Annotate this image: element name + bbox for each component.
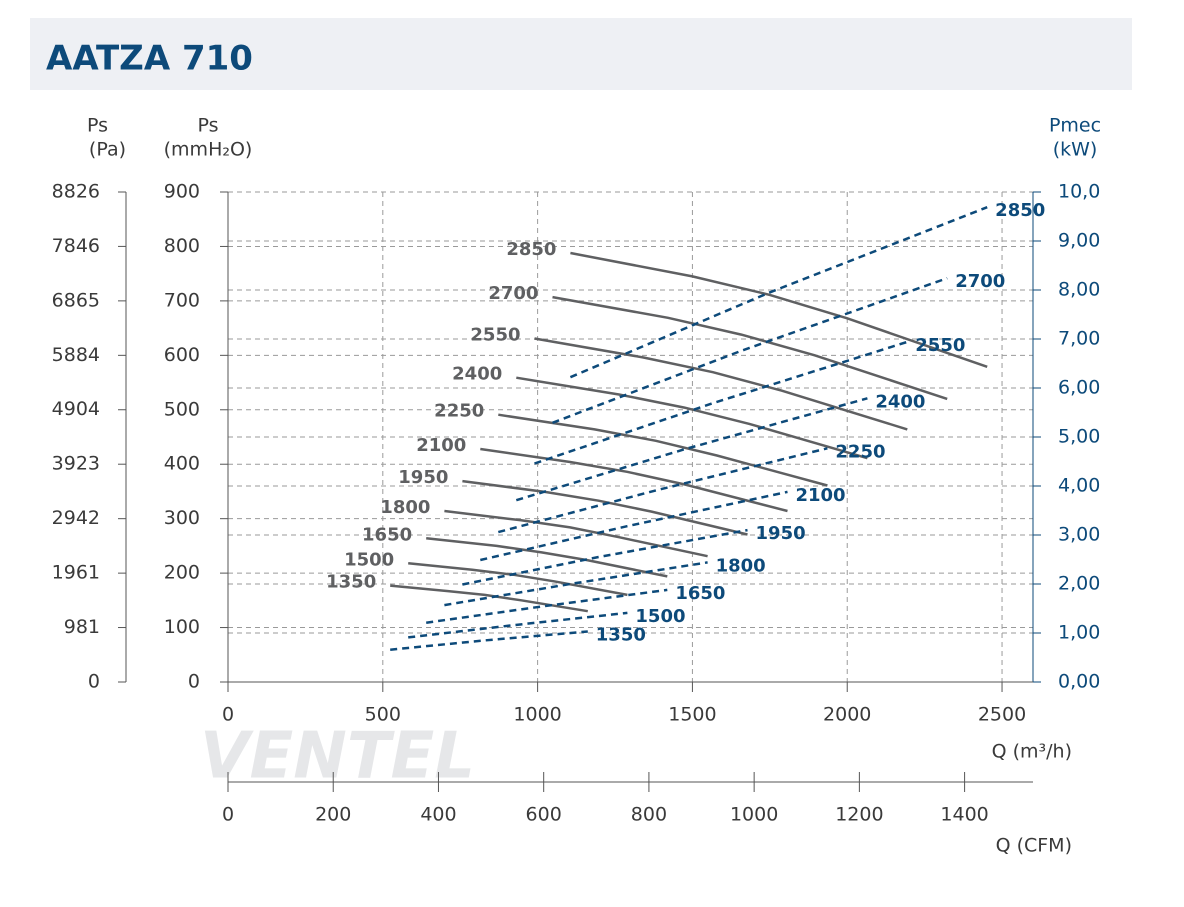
y2-tick-label: 1,00: [1058, 622, 1100, 644]
curve-label: 2700: [488, 283, 538, 304]
y2-tick-label: 8,00: [1058, 279, 1100, 301]
pa-tick-label: 6865: [52, 289, 100, 311]
cfm-tick-label: 1000: [730, 804, 778, 826]
y2-label: (kW): [1053, 139, 1098, 161]
curve-label: 1350: [326, 572, 376, 593]
power-curve: [515, 397, 868, 502]
power-curve: [408, 611, 628, 639]
power-curve: [444, 561, 708, 607]
pressure-curve: [390, 584, 589, 613]
power-curve: [426, 588, 668, 624]
title-bar: [30, 18, 1132, 90]
cfm-tick-label: 0: [222, 804, 234, 826]
x-tick-label: 2000: [823, 704, 871, 726]
pressure-curve: [426, 537, 668, 578]
cfm-tick-label: 1200: [835, 804, 883, 826]
pressure-curve: [552, 295, 948, 401]
y-label: Ps: [197, 115, 218, 137]
pa-tick-label: 2942: [52, 507, 100, 529]
cfm-tick-label: 800: [631, 804, 667, 826]
y-tick-label: 100: [164, 616, 200, 638]
y2-tick-label: 5,00: [1058, 426, 1100, 448]
y2-tick-label: 3,00: [1058, 524, 1100, 546]
power-curve: [534, 340, 908, 465]
pa-tick-label: 3923: [52, 453, 100, 475]
pa-tick-label: 7846: [52, 235, 100, 257]
curve-label: 2700: [955, 271, 1005, 292]
pressure-curve: [516, 376, 868, 460]
curve-label: 1950: [398, 467, 448, 488]
y-tick-label: 200: [164, 562, 200, 584]
y-tick-label: 800: [164, 235, 200, 257]
power-curve: [480, 490, 788, 562]
y-tick-label: 400: [164, 453, 200, 475]
pressure-curve: [498, 413, 828, 487]
y-tick-label: 700: [164, 289, 200, 311]
cfm-tick-label: 1400: [940, 804, 988, 826]
curve-label: 2550: [915, 335, 965, 356]
pa-tick-label: 981: [64, 616, 100, 638]
curve-label: 2400: [452, 364, 502, 385]
power-curve: [569, 206, 988, 379]
y-tick-label: 500: [164, 398, 200, 420]
curve-label: 1500: [635, 606, 685, 627]
pressure-curve: [480, 447, 788, 513]
pa-label: Ps: [87, 115, 108, 137]
curve-label: 2400: [875, 391, 925, 412]
y2-tick-label: 2,00: [1058, 573, 1100, 595]
x-tick-label: 500: [365, 704, 401, 726]
curve-label: 2850: [506, 239, 556, 260]
curve-label: 1350: [596, 625, 646, 646]
power-curve: [390, 630, 588, 651]
curve-label: 2550: [470, 324, 520, 345]
x-tick-label: 0: [222, 704, 234, 726]
pressure-curve: [570, 251, 988, 368]
curve-label: 2250: [434, 401, 484, 422]
curve-label: 2100: [416, 435, 466, 456]
y2-tick-label: 10,0: [1058, 181, 1100, 203]
pa-tick-label: 0: [88, 671, 100, 693]
y-tick-label: 300: [164, 507, 200, 529]
chart-title: AATZA 710: [46, 39, 253, 79]
y2-tick-label: 7,00: [1058, 328, 1100, 350]
y-tick-label: 0: [188, 671, 200, 693]
watermark: VENTEL: [200, 720, 475, 794]
y-label: (mmH₂O): [164, 139, 253, 161]
y2-tick-label: 9,00: [1058, 230, 1100, 252]
pressure-curve: [534, 337, 908, 431]
pa-label: (Pa): [89, 139, 126, 161]
power-curve: [462, 528, 748, 586]
pa-tick-label: 8826: [52, 181, 100, 203]
x-label: Q (m³/h): [992, 741, 1072, 763]
y-tick-label: 900: [164, 181, 200, 203]
x-tick-label: 1500: [668, 704, 716, 726]
curve-label: 1500: [344, 549, 394, 570]
curve-label: 2850: [995, 200, 1045, 221]
power-curve: [497, 447, 828, 534]
curve-label: 1650: [675, 583, 725, 604]
y2-tick-label: 4,00: [1058, 475, 1100, 497]
curve-label: 1800: [716, 555, 766, 576]
y2-tick-label: 6,00: [1058, 377, 1100, 399]
cfm-label: Q (CFM): [996, 835, 1072, 857]
curve-label: 2250: [835, 441, 885, 462]
pa-tick-label: 5884: [52, 344, 100, 366]
curve-label: 1650: [362, 524, 412, 545]
y2-label: Pmec: [1049, 115, 1101, 137]
x-tick-label: 2500: [978, 704, 1026, 726]
cfm-tick-label: 400: [420, 804, 456, 826]
cfm-tick-label: 200: [315, 804, 351, 826]
y-tick-label: 600: [164, 344, 200, 366]
curve-label: 1800: [380, 497, 430, 518]
cfm-tick-label: 600: [526, 804, 562, 826]
x-tick-label: 1000: [513, 704, 561, 726]
pressure-curve: [444, 509, 708, 558]
y2-tick-label: 0,00: [1058, 671, 1100, 693]
pa-tick-label: 1961: [52, 562, 100, 584]
pa-tick-label: 4904: [52, 398, 100, 420]
pressure-curve: [462, 479, 748, 536]
curve-label: 2100: [795, 485, 845, 506]
curve-label: 1950: [756, 523, 806, 544]
